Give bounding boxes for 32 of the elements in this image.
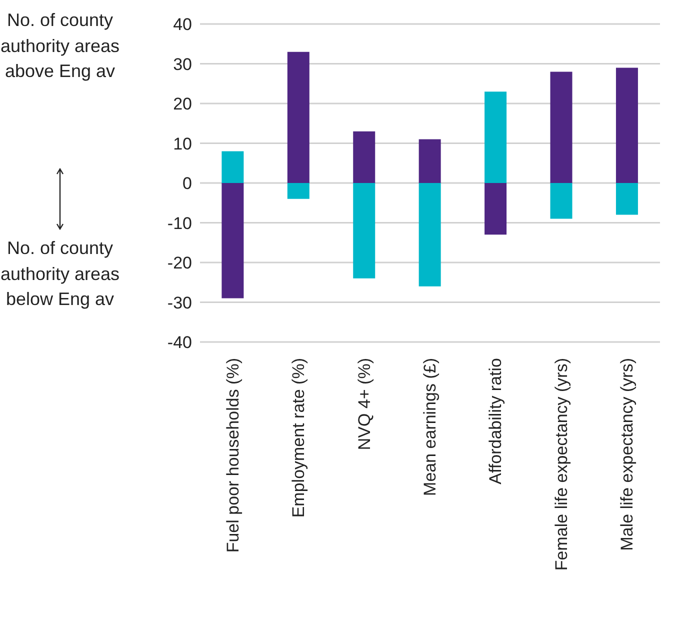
bar [353,131,376,183]
y-tick-label: 10 [173,134,192,154]
y-tick-label: -30 [167,293,192,312]
bar [550,183,572,219]
bar [418,139,441,183]
bar [550,72,572,183]
text: No. of county authority areas above Eng av [0,9,120,83]
y-tick-label: 30 [173,54,192,74]
y-tick-label: -10 [167,214,192,233]
y-tick-label: 0 [182,174,192,194]
bar [616,183,638,215]
bar [222,183,244,298]
bar [484,183,507,235]
bar [287,52,310,183]
x-tick-label: Female life expectancy (yrs) [552,358,571,571]
bar [616,68,638,183]
x-tick-label: Mean earnings (£) [420,358,440,496]
x-tick-label: Male life expectancy (yrs) [618,358,637,551]
y-tick-label: -20 [167,254,192,273]
y-tick-label: -40 [167,333,192,352]
bar [484,92,507,183]
bar [353,183,376,278]
y-tick-label: 40 [173,15,192,34]
bar [222,151,244,183]
x-tick-label: NVQ 4+ (%) [354,358,374,450]
bar [287,183,310,199]
x-tick-label: Employment rate (%) [289,358,308,518]
x-tick-label: Fuel poor households (%) [223,358,242,553]
text: No. of county authority areas below Eng av [0,237,120,311]
bar [418,183,441,286]
x-tick-label: Affordability ratio [486,358,506,484]
y-tick-label: 20 [173,94,192,114]
